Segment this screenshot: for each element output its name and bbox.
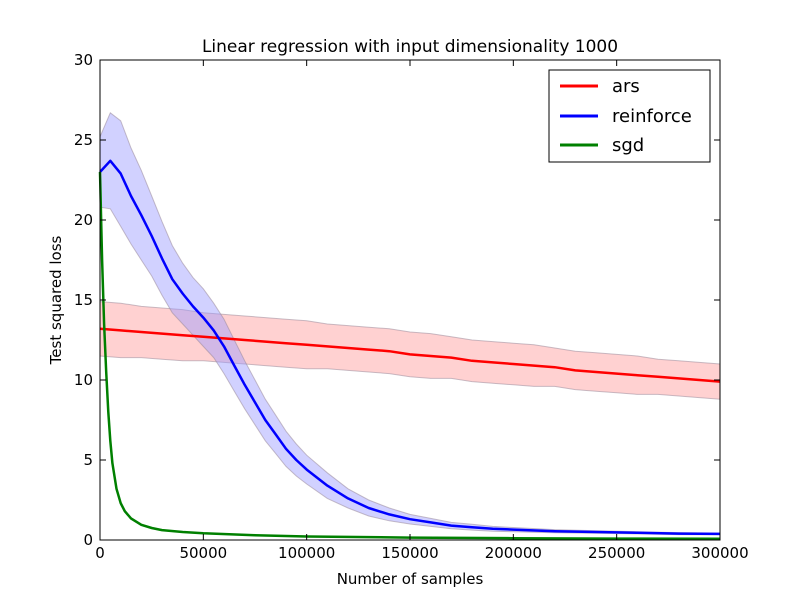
y-tick-label: 5 (83, 451, 93, 469)
legend-label-sgd: sgd (612, 135, 644, 156)
x-tick-label: 50000 (179, 544, 227, 562)
legend-label-reinforce: reinforce (612, 106, 692, 127)
y-tick-label: 15 (74, 291, 93, 309)
legend: ars reinforce sgd (548, 69, 711, 163)
y-tick-label: 20 (74, 211, 93, 229)
legend-label-ars: ars (612, 76, 640, 97)
x-tick-label: 300000 (691, 544, 748, 562)
x-axis-title: Number of samples (337, 570, 484, 588)
x-tick-label: 100000 (278, 544, 335, 562)
x-tick-label: 250000 (588, 544, 645, 562)
x-tick-label: 200000 (485, 544, 542, 562)
series-lines (98, 159, 721, 540)
line-sgd (98, 171, 721, 540)
y-tick-label: 25 (74, 131, 93, 149)
y-tick-label: 10 (74, 371, 93, 389)
line-ars (99, 327, 721, 383)
y-tick-label: 30 (74, 51, 93, 69)
line-reinforce (99, 159, 721, 536)
x-tick-label: 0 (95, 544, 105, 562)
x-tick-label: 150000 (381, 544, 438, 562)
chart-title: Linear regression with input dimensional… (202, 37, 618, 57)
y-tick-label: 0 (83, 531, 93, 549)
axis-ticks: 0 50000 100000 150000 200000 250000 300000 0 5 10… (74, 51, 749, 562)
y-axis-title: Test squared loss (47, 235, 65, 365)
